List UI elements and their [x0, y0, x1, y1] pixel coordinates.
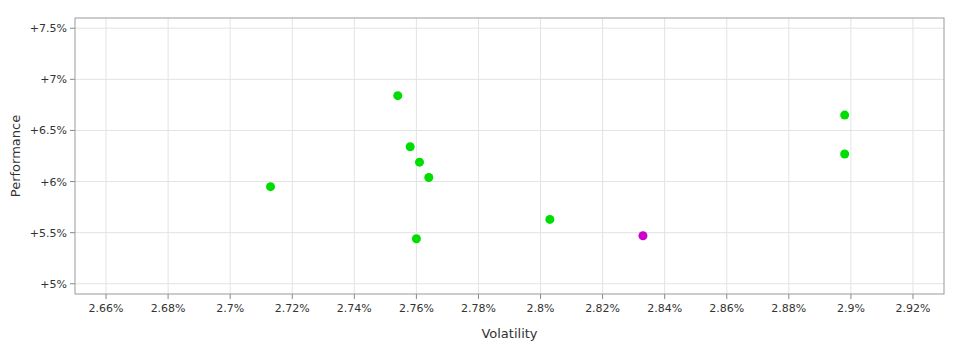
point — [545, 215, 554, 224]
x-tick — [726, 294, 727, 299]
y-tick-label: +5% — [40, 278, 67, 291]
x-grid-line — [292, 18, 293, 294]
x-grid-line — [416, 18, 417, 294]
y-axis-label: Performance — [8, 115, 23, 197]
x-tick-label: 2.92% — [895, 302, 930, 315]
x-tick — [664, 294, 665, 299]
x-tick-label: 2.66% — [89, 302, 124, 315]
y-tick-label: +5.5% — [30, 227, 67, 240]
y-grid-line — [75, 232, 944, 233]
y-tick — [70, 130, 75, 131]
point — [412, 234, 421, 243]
x-tick — [354, 294, 355, 299]
point — [638, 231, 647, 240]
y-grid-line — [75, 283, 944, 284]
x-tick-label: 2.84% — [647, 302, 682, 315]
y-grid-line — [75, 79, 944, 80]
x-grid-line — [168, 18, 169, 294]
x-tick — [850, 294, 851, 299]
point — [393, 91, 402, 100]
x-grid-line — [478, 18, 479, 294]
x-tick-label: 2.7% — [216, 302, 244, 315]
x-tick — [912, 294, 913, 299]
x-grid-line — [540, 18, 541, 294]
y-tick-label: +7.5% — [30, 22, 67, 35]
y-grid-line — [75, 130, 944, 131]
y-tick-label: +6% — [40, 176, 67, 189]
point — [266, 182, 275, 191]
x-tick-label: 2.8% — [527, 302, 555, 315]
x-tick — [106, 294, 107, 299]
point — [840, 149, 849, 158]
chart-svg: 2.66% 2.68% 2.7% 2.72% 2.74% 2.76% 2.78% 2.8% 2.… — [0, 0, 966, 350]
y-tick — [70, 28, 75, 29]
x-tick-label: 2.78% — [461, 302, 496, 315]
x-tick — [292, 294, 293, 299]
x-tick-label: 2.88% — [771, 302, 806, 315]
point — [415, 158, 424, 167]
y-tick-label: +6.5% — [30, 124, 67, 137]
grid — [75, 18, 944, 294]
x-tick — [602, 294, 603, 299]
x-tick — [230, 294, 231, 299]
x-grid-line — [354, 18, 355, 294]
x-tick-label: 2.74% — [337, 302, 372, 315]
x-tick-label: 2.72% — [275, 302, 310, 315]
x-tick — [478, 294, 479, 299]
x-tick-label: 2.68% — [151, 302, 186, 315]
x-grid-line — [664, 18, 665, 294]
y-grid-line — [75, 28, 944, 29]
y-tick — [70, 79, 75, 80]
y-tick-label: +7% — [40, 73, 67, 86]
point — [424, 173, 433, 182]
y-tick — [70, 232, 75, 233]
y-tick — [70, 283, 75, 284]
x-grid-line — [912, 18, 913, 294]
point — [406, 142, 415, 151]
x-grid-line — [602, 18, 603, 294]
x-tick-label: 2.86% — [709, 302, 744, 315]
y-tick — [70, 181, 75, 182]
chart-container: 2.66% 2.68% 2.7% 2.72% 2.74% 2.76% 2.78% 2.8% 2.… — [0, 0, 966, 350]
x-axis-label: Volatility — [481, 326, 537, 341]
x-tick-label: 2.76% — [399, 302, 434, 315]
x-tick — [168, 294, 169, 299]
x-grid-line — [726, 18, 727, 294]
x-tick — [540, 294, 541, 299]
points — [266, 91, 849, 243]
x-tick — [788, 294, 789, 299]
x-grid-line — [106, 18, 107, 294]
x-grid-line — [850, 18, 851, 294]
point — [840, 111, 849, 120]
x-tick-label: 2.9% — [837, 302, 865, 315]
plot-area — [75, 18, 944, 294]
y-grid-line — [75, 181, 944, 182]
x-tick — [416, 294, 417, 299]
plot-frame — [75, 18, 944, 294]
x-tick-label: 2.82% — [585, 302, 620, 315]
x-grid-line — [788, 18, 789, 294]
x-grid-line — [230, 18, 231, 294]
